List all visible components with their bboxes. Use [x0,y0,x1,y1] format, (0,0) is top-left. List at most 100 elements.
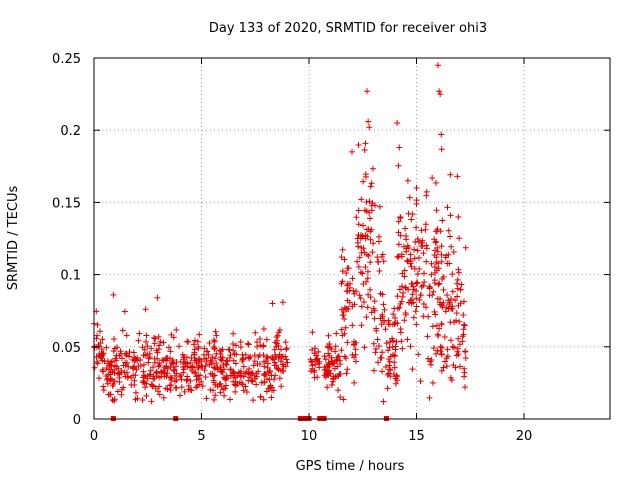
data-point [367,259,374,266]
data-point [374,254,381,261]
data-point [368,309,375,316]
data-point [170,360,177,367]
data-point [154,349,161,356]
data-point [456,341,463,348]
data-point [362,235,369,242]
data-point [352,339,359,346]
data-point [396,144,403,151]
data-point [432,179,439,186]
data-point [222,375,229,382]
data-point [117,348,124,355]
data-point [136,330,143,337]
data-point [451,319,458,326]
data-point [271,376,278,383]
data-point [371,315,378,322]
data-point [413,184,420,191]
data-point [111,378,118,385]
data-point [192,357,199,364]
data-point [445,297,452,304]
data-point [123,369,130,376]
data-point [156,391,163,398]
data-point [187,386,194,393]
data-point [431,308,438,315]
data-point [379,368,386,375]
data-point [377,315,384,322]
data-point [328,346,335,353]
data-point [184,338,191,345]
data-point [370,305,377,312]
data-point [103,344,110,351]
data-point [405,244,412,251]
data-point [409,280,416,287]
data-point [183,354,190,361]
data-point [204,348,211,355]
data-point [153,369,160,376]
data-point [425,355,432,362]
data-point [211,365,218,372]
data-point [361,344,368,351]
data-point [448,376,455,383]
data-point [97,340,104,347]
data-point [96,375,103,382]
data-point [360,299,367,306]
data-point [278,383,285,390]
data-point [240,355,247,362]
data-point [142,306,149,313]
data-point [450,344,457,351]
data-point [420,282,427,289]
data-point [100,383,107,390]
data-point [148,381,155,388]
data-point [360,280,367,287]
data-point [265,369,272,376]
data-point [101,358,108,365]
data-point [148,398,155,405]
data-point [132,389,139,396]
data-point [262,358,269,365]
x-tick-label: 10 [301,429,318,444]
data-point [371,298,378,305]
data-point [413,224,420,231]
data-point [211,345,218,352]
data-point [366,198,373,205]
data-point [312,345,319,352]
data-point [455,266,462,273]
data-point [447,171,454,178]
data-point [455,302,462,309]
data-point [449,305,456,312]
data-point [250,362,257,369]
data-point [250,397,257,404]
data-point [213,350,220,357]
data-point [453,310,460,317]
data-point [396,304,403,311]
data-point [94,360,101,367]
data-point [178,376,185,383]
data-point [422,304,429,311]
data-point [93,358,100,365]
data-point [149,382,156,389]
data-point [373,345,380,352]
data-point [378,321,385,328]
data-point [391,352,398,359]
data-point [422,226,429,233]
data-point [461,322,468,329]
data-point [432,239,439,246]
data-point [230,378,237,385]
data-point [253,381,260,388]
data-point [398,283,405,290]
data-point [276,353,283,360]
data-point [199,363,206,370]
data-point [249,369,256,376]
data-point [211,345,218,352]
data-point [229,340,236,347]
data-point [384,347,391,354]
data-point [395,162,402,169]
data-point [429,174,436,181]
data-point [242,369,249,376]
data-point [413,197,420,204]
data-point [273,343,280,350]
data-point [439,217,446,224]
data-point [282,363,289,370]
data-point [110,380,117,387]
y-tick-label: 0.15 [52,196,81,211]
data-point [382,364,389,371]
